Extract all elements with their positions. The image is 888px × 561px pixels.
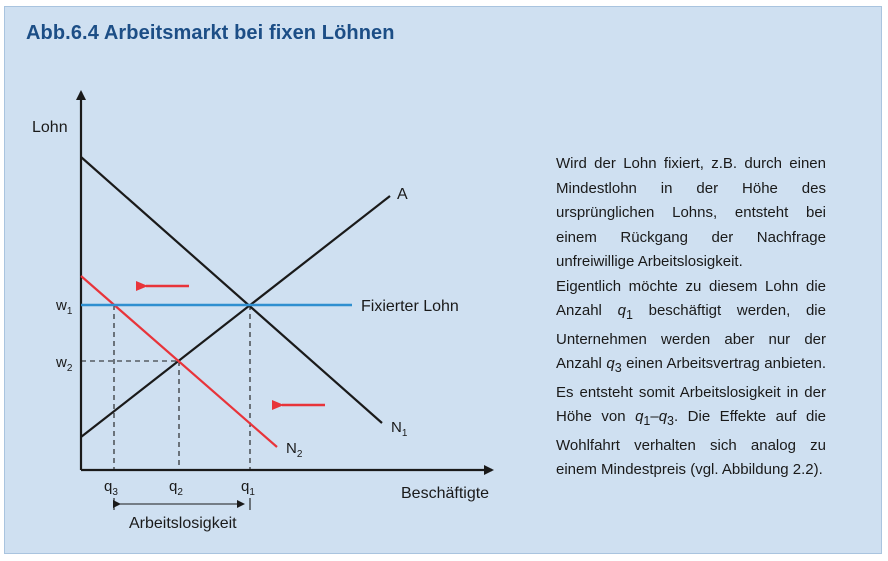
tick-q2: q2	[169, 478, 183, 498]
label-demand-n1: N1	[391, 419, 408, 439]
y-axis-label: Lohn	[32, 119, 68, 136]
demand-curve-n1	[80, 156, 383, 424]
figure-frame	[4, 6, 882, 554]
figure-title: Abb.6.4 Arbeitsmarkt bei fixen Löhnen	[26, 22, 395, 44]
x-axis-label: Beschäftigte	[401, 485, 489, 502]
label-supply-a: A	[397, 186, 408, 203]
supply-curve-a	[80, 195, 391, 438]
description-text: Wird der Lohn fixiert, z.B. durch einen …	[556, 152, 826, 483]
bracket-label: Arbeitslosigkeit	[129, 515, 237, 532]
tick-q3: q3	[104, 478, 118, 498]
tick-w1: w1	[55, 297, 73, 317]
label-demand-n2: N2	[286, 440, 303, 460]
description-paragraph-2: Eigentlich möchte zu diesem Lohn die Anz…	[556, 277, 826, 479]
label-fixed-wage: Fixierter Lohn	[361, 298, 459, 315]
tick-q1: q1	[241, 478, 255, 498]
description-paragraph-1: Wird der Lohn fixiert, z.B. durch einen …	[556, 155, 826, 270]
tick-w2: w2	[55, 354, 73, 374]
